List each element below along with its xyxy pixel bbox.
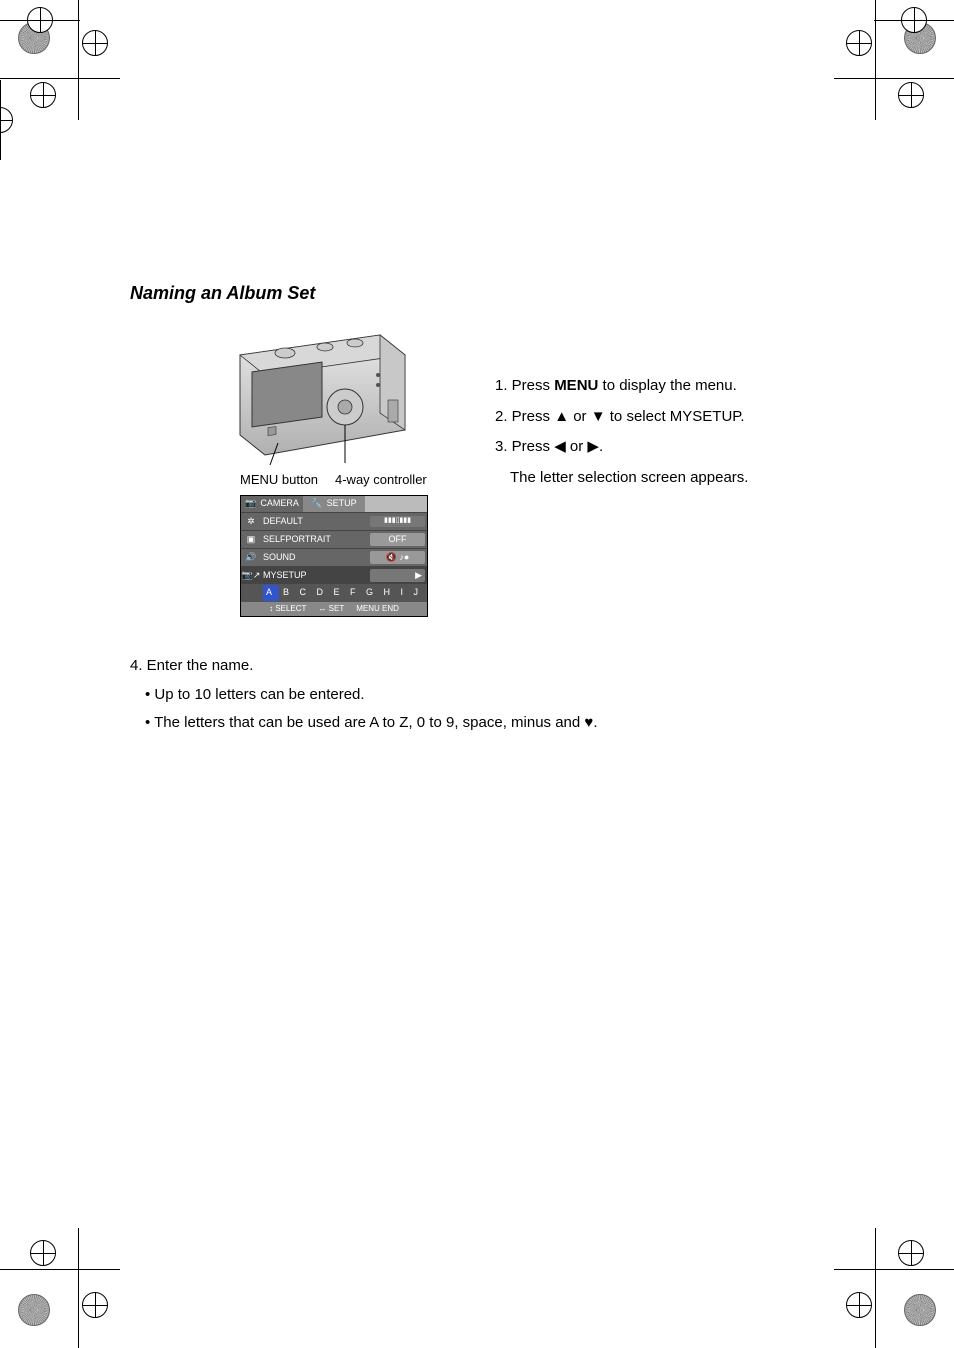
menu-tab-blank: [365, 496, 427, 512]
step-4-bullet-a: • Up to 10 letters can be entered.: [130, 684, 830, 707]
heart-icon: ♥: [584, 714, 593, 731]
triangle-right-icon: ▶: [587, 438, 599, 455]
triangle-down-icon: ▼: [591, 408, 606, 425]
menu-tab-setup: 🔧SETUP: [303, 496, 365, 512]
menu-row-sound: 🔊 SOUND 🔇 ♪●: [241, 548, 427, 566]
label-4way-controller: 4-way controller: [335, 470, 427, 490]
section-title: Naming an Album Set: [130, 280, 830, 307]
menu-letter-row: AA B C D E F G H I J K LB C D E F G H I …: [241, 584, 427, 602]
step-1: 1. Press MENU to display the menu.: [495, 375, 845, 398]
step-3-note: The letter selection screen appears.: [495, 467, 845, 490]
crop-mark-mid-bottom: [0, 80, 20, 160]
steps-list: 1. Press MENU to display the menu. 2. Pr…: [495, 375, 845, 497]
menu-footer: ↕ SELECT ↔ SET MENU END: [241, 602, 427, 616]
camera-illustration: [230, 325, 420, 465]
menu-row-default: ✲ DEFAULT ▮▮▮▯▮▮▮: [241, 512, 427, 530]
step-4: 4. Enter the name.: [130, 655, 830, 678]
step-3: 3. Press ◀ or ▶.: [495, 436, 845, 459]
triangle-left-icon: ◀: [554, 438, 566, 455]
step-2: 2. Press ▲ or ▼ to select MYSETUP.: [495, 406, 845, 429]
menu-row-selfportrait: ▣ SELFPORTRAIT OFF: [241, 530, 427, 548]
label-menu-button: MENU button: [240, 470, 318, 490]
menu-tab-camera: 📷CAMERA: [241, 496, 303, 512]
menu-row-mysetup: 📷↗ MYSETUP ▶: [241, 566, 427, 584]
triangle-up-icon: ▲: [554, 408, 569, 425]
step-4-bullet-b: • The letters that can be used are A to …: [130, 712, 830, 735]
lcd-menu-screenshot: 📷CAMERA 🔧SETUP ✲ DEFAULT ▮▮▮▯▮▮▮ ▣ SELFP…: [240, 495, 428, 617]
